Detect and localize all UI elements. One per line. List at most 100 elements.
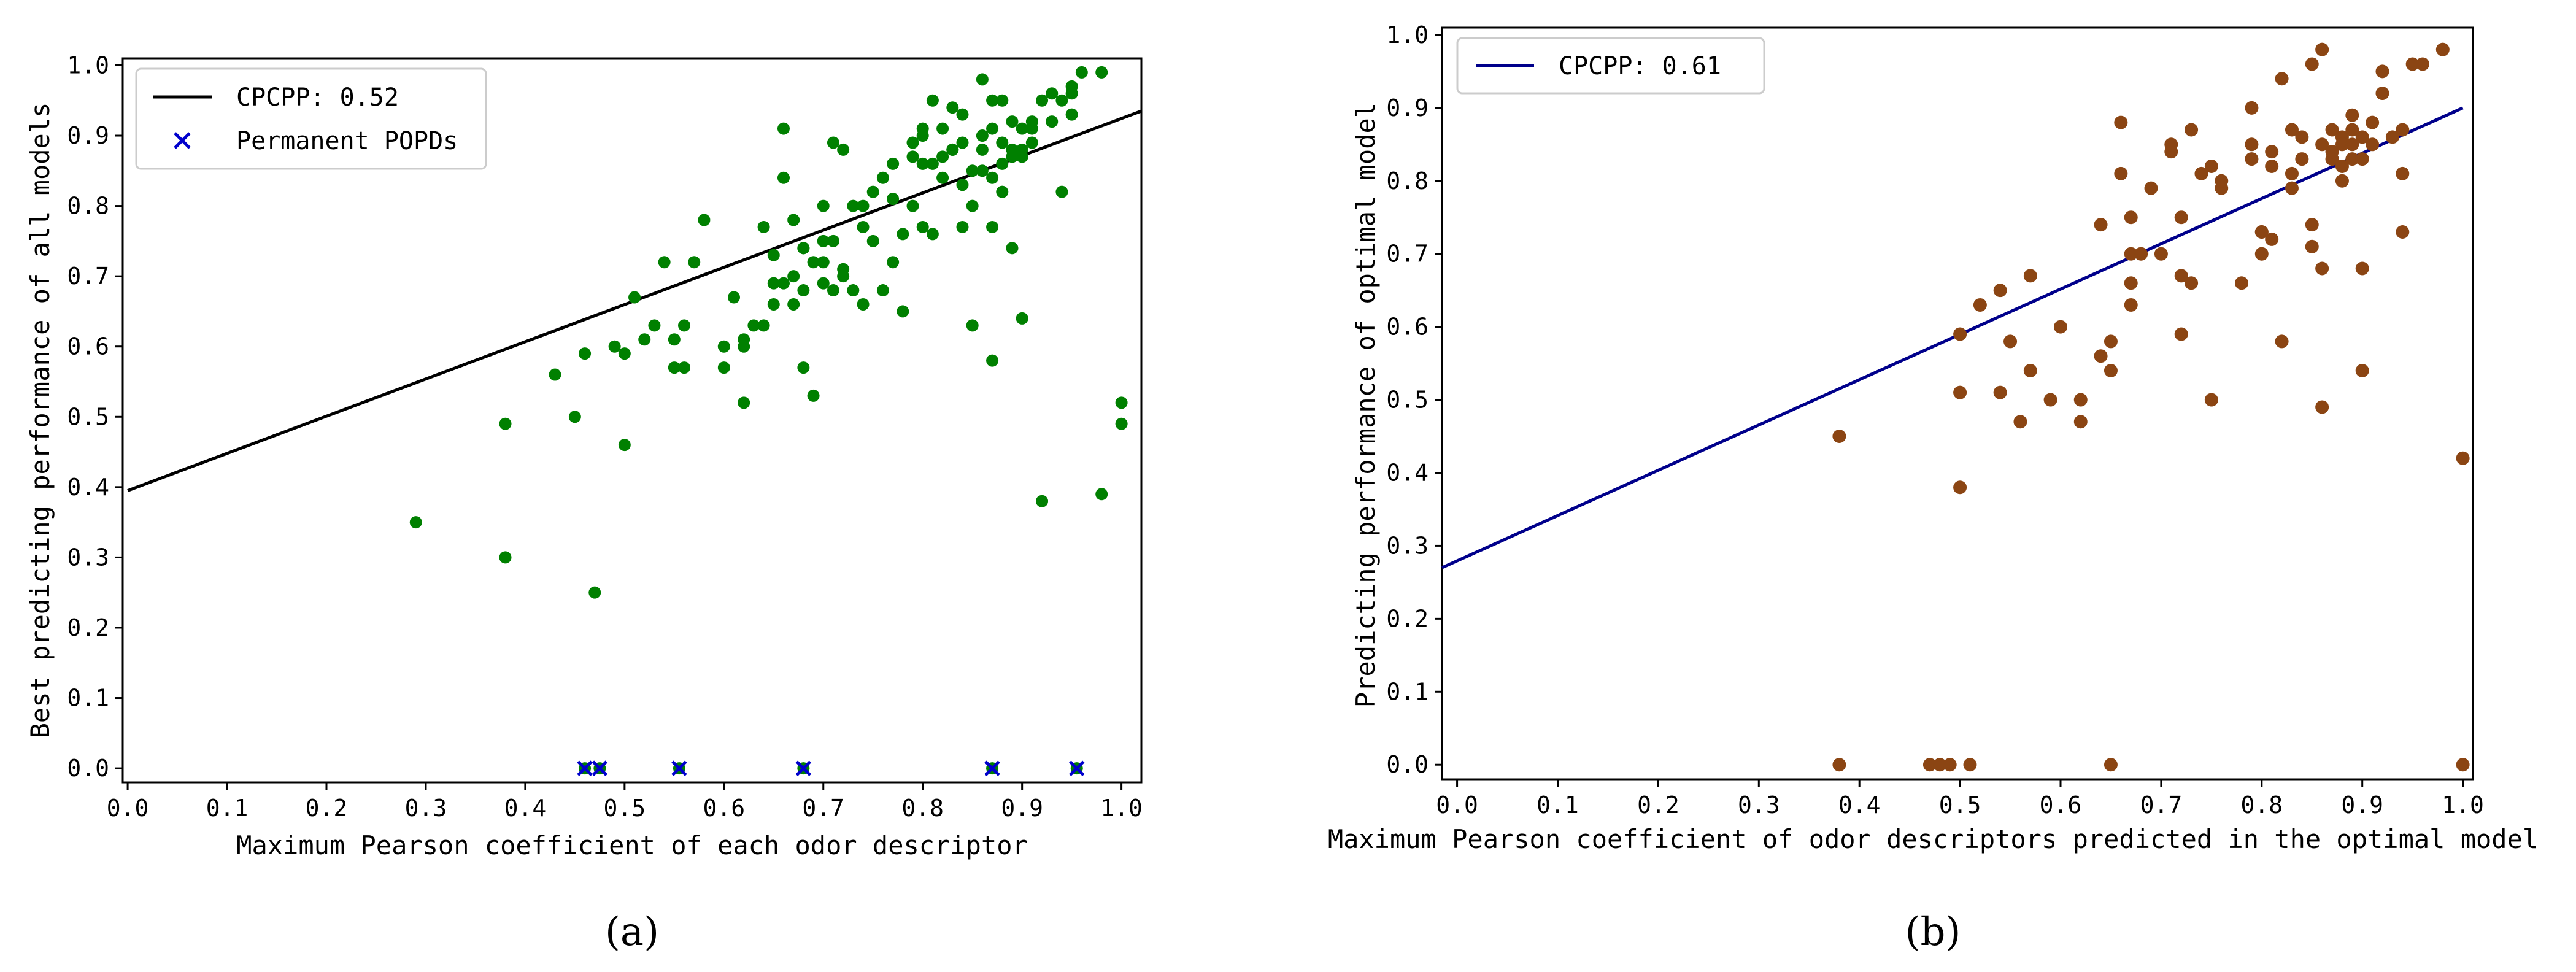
panel-b-data-point (2285, 181, 2299, 195)
panel-b-data-point (2396, 123, 2410, 137)
panel-a-x-tick-label: 0.3 (405, 795, 447, 822)
panel-b-data-point (2023, 363, 2037, 377)
panel-a-data-point (738, 340, 750, 353)
panel-a-x-tick-label: 0.9 (1001, 795, 1043, 822)
panel-b-data-point (2124, 276, 2138, 290)
panel-b-data-point (2174, 327, 2188, 341)
panel-a-data-point (499, 551, 512, 564)
panel-a-data-point (936, 171, 949, 184)
panel-a-data-point (1036, 94, 1049, 107)
panel-a-popd-cross-marker (795, 760, 812, 776)
panel-a-data-point (1065, 108, 1078, 121)
panel-b-data-point (2366, 115, 2380, 129)
panel-a-data-point (797, 361, 810, 374)
panel-a-data-point (767, 249, 780, 261)
panel-b-x-tick-label: 0.4 (1838, 792, 1881, 819)
panel-a-data-point (777, 277, 790, 290)
panel-b-y-tick-label: 0.3 (1386, 532, 1429, 559)
panel-a-data-point (966, 319, 979, 332)
panel-a-data-point (628, 291, 641, 304)
panel-a-x-axis-label: Maximum Pearson coefficient of each odor… (236, 830, 1028, 860)
panel-b-data-point (1832, 758, 1846, 772)
panel-a-data-point (926, 94, 939, 107)
panel-b-data-point (2144, 181, 2158, 195)
panel-a-data-point (1006, 115, 1019, 128)
panel-a-data-point (728, 291, 740, 304)
panel-a-x-tick-label: 0.2 (306, 795, 348, 822)
panel-b-data-point (2073, 415, 2088, 429)
panel-a-data-point (946, 101, 959, 114)
panel-b-data-point (2315, 137, 2329, 152)
panel-b-data-point (2124, 298, 2138, 312)
panel-b-x-tick-label: 0.2 (1637, 792, 1679, 819)
panel-a-data-point (688, 256, 701, 269)
panel-a-data-point (648, 319, 661, 332)
panel-b-data-point (2023, 269, 2037, 283)
panel-b-legend-box (1456, 37, 1765, 94)
panel-a-data-point (738, 396, 750, 409)
panel-b-data-point (2295, 130, 2309, 144)
panel-a-data-point (897, 305, 909, 318)
panel-b-x-tick-label: 0.1 (1537, 792, 1579, 819)
panel-b-y-tick-label: 0.4 (1386, 459, 1429, 486)
panel-a-data-point (568, 411, 581, 423)
panel-b-data-point (2054, 320, 2067, 334)
panel-b-data-point (2355, 261, 2369, 276)
panel-b-data-point (2254, 247, 2269, 261)
panel-a-data-point (668, 361, 681, 374)
panel-a-data-point (986, 94, 999, 107)
panel-b-data-point (2154, 247, 2168, 261)
panel-a-data-point (1006, 143, 1019, 156)
panel-b-y-tick-label: 0.1 (1386, 678, 1429, 705)
panel-b-data-point (2405, 57, 2420, 71)
panel-b-x-tick-label: 0.0 (1436, 792, 1478, 819)
panel-b-data-point (2435, 42, 2450, 56)
panel-a-data-point (916, 129, 929, 142)
panel-b-data-point (2366, 137, 2380, 152)
panel-a-data-point (876, 171, 889, 184)
panel-a-data-point (926, 228, 939, 241)
panel-b-data-point (2275, 334, 2289, 349)
panel-a-data-point (1025, 122, 1038, 135)
panel-a-data-point (807, 256, 820, 269)
panel-b-data-point (2375, 87, 2389, 101)
panel-b-data-point (2315, 261, 2329, 276)
panel-a-data-point (549, 368, 561, 381)
panel-a-x-tick-label: 0.1 (206, 795, 249, 822)
panel-a-popd-cross-marker (671, 760, 687, 776)
panel-a-data-point (1095, 66, 1108, 79)
panel-a-y-tick-label: 0.9 (67, 122, 109, 149)
panel-a-y-tick-label: 0.2 (67, 614, 109, 641)
panel-a-data-point (976, 143, 989, 156)
panel-a-data-point (887, 157, 900, 170)
panel-a-data-point (857, 298, 870, 310)
panel-a-data-point (887, 193, 900, 206)
panel-b-data-point (2013, 415, 2027, 429)
panel-b-data-point (2215, 174, 2229, 188)
panel-b-caption: (b) (1905, 909, 1961, 955)
panel-a-data-point (499, 417, 512, 430)
panel-b-x-tick-label: 0.5 (1939, 792, 1981, 819)
panel-a-data-point (1055, 94, 1068, 107)
panel-b-data-point (2124, 247, 2138, 261)
panel-a-x-tick-label: 1.0 (1100, 795, 1143, 822)
panel-a-data-point (916, 157, 929, 170)
panel-a-data-point (996, 136, 1009, 149)
panel-b-data-point (2185, 276, 2199, 290)
panel-a-data-point (906, 150, 919, 163)
panel-a-data-point (956, 136, 969, 149)
panel-b-data-point (2134, 247, 2148, 261)
panel-b-y-tick-label: 1.0 (1386, 21, 1429, 48)
panel-a-chart: 0.0 0.1 0.2 0.3 0.4 0.5 0.6 0.7 0.8 0.9 1.0 0.0 0.1… (25, 52, 1143, 955)
panel-b-data-point (2355, 130, 2369, 144)
panel-a-data-point (906, 136, 919, 149)
panel-b-data-point (1953, 480, 1967, 495)
panel-b-legend: CPCPP: 0.61 (1456, 37, 1765, 94)
panel-a-popd-cross-marker (592, 760, 608, 776)
panel-b-data-point (2345, 123, 2359, 137)
panel-a-data-point (1016, 122, 1028, 135)
panel-b-data-point (2003, 334, 2018, 349)
panel-b-x-tick-label: 0.9 (2341, 792, 2383, 819)
panel-a-data-point (1025, 136, 1038, 149)
panel-a-data-point (817, 199, 830, 212)
